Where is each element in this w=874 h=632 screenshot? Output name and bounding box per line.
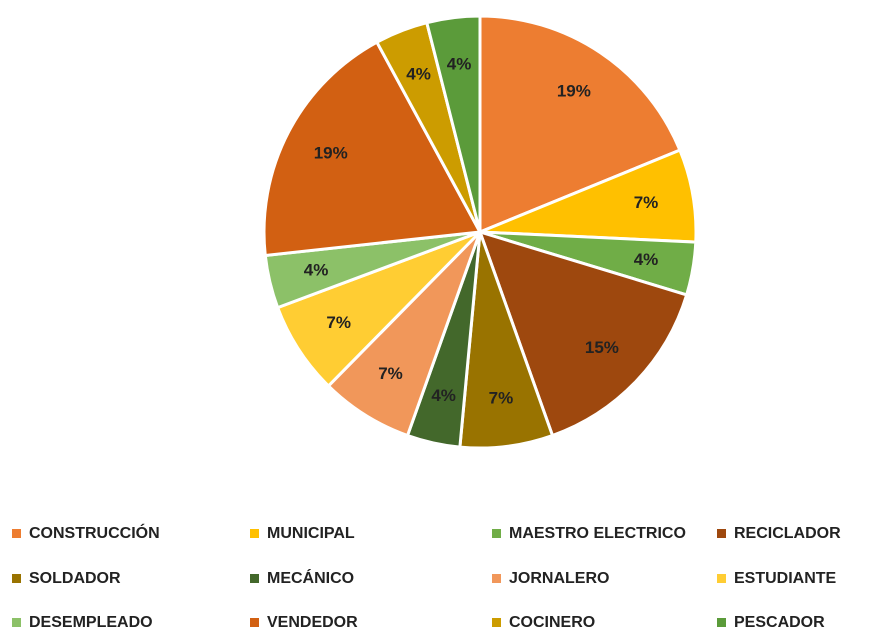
legend-label: PESCADOR bbox=[734, 614, 825, 631]
pie-slice bbox=[424, 14, 482, 233]
legend-swatch bbox=[717, 574, 726, 583]
data-label: 15% bbox=[585, 338, 619, 357]
legend-label: MAESTRO ELECTRICO bbox=[509, 525, 686, 542]
data-label: 4% bbox=[406, 65, 431, 84]
legend-label: COCINERO bbox=[509, 614, 595, 631]
pie-slice bbox=[262, 40, 483, 258]
data-label: 19% bbox=[314, 143, 348, 162]
data-label: 19% bbox=[557, 82, 591, 101]
legend-swatch bbox=[717, 529, 726, 538]
legend-label: RECICLADOR bbox=[734, 525, 841, 542]
data-label: 4% bbox=[304, 260, 329, 279]
data-label: 4% bbox=[447, 54, 472, 73]
data-label: 4% bbox=[431, 386, 456, 405]
legend-label: JORNALERO bbox=[509, 570, 609, 587]
data-label: 7% bbox=[489, 389, 514, 408]
legend-swatch bbox=[12, 618, 21, 627]
legend-swatch bbox=[250, 529, 259, 538]
data-label: 7% bbox=[634, 193, 659, 212]
legend-label: ESTUDIANTE bbox=[734, 570, 837, 587]
legend-label: MUNICIPAL bbox=[267, 525, 355, 542]
legend-swatch bbox=[492, 618, 501, 627]
data-label: 7% bbox=[378, 364, 403, 383]
legend-swatch bbox=[12, 529, 21, 538]
data-label: 7% bbox=[326, 313, 351, 332]
legend-swatch bbox=[717, 618, 726, 627]
pie-slice bbox=[478, 14, 682, 235]
legend-swatch bbox=[12, 574, 21, 583]
legend-label: DESEMPLEADO bbox=[29, 614, 153, 631]
legend-label: MECÁNICO bbox=[267, 568, 354, 587]
legend-label: SOLDADOR bbox=[29, 570, 121, 587]
legend-label: VENDEDOR bbox=[267, 614, 358, 631]
legend-swatch bbox=[492, 529, 501, 538]
data-label: 4% bbox=[634, 250, 659, 269]
legend-swatch bbox=[492, 574, 501, 583]
legend-label: CONSTRUCCIÓN bbox=[29, 523, 160, 542]
legend-swatch bbox=[250, 574, 259, 583]
pie-slice bbox=[477, 229, 689, 438]
legend-swatch bbox=[250, 618, 259, 627]
